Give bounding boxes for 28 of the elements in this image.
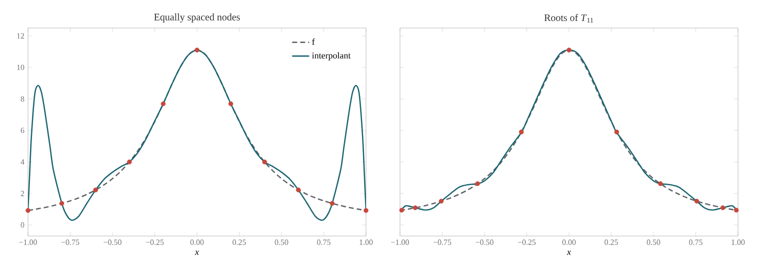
point	[566, 48, 572, 52]
point	[160, 101, 166, 106]
point	[330, 200, 335, 206]
point	[734, 208, 739, 213]
chart-title: Equally spaced nodes	[154, 13, 240, 22]
point	[720, 205, 726, 210]
point	[26, 208, 30, 213]
chart-title: Roots of T$_{11}$	[544, 14, 594, 22]
point	[475, 181, 480, 186]
x-axis-title: x	[194, 250, 199, 255]
point	[614, 130, 620, 134]
point	[127, 160, 132, 164]
point	[694, 198, 700, 204]
point	[518, 130, 524, 134]
legend-label: interpolant	[312, 52, 351, 60]
point	[228, 101, 234, 106]
point	[93, 188, 98, 192]
point	[194, 48, 200, 52]
point	[262, 160, 267, 164]
point	[59, 200, 64, 206]
point	[296, 188, 301, 192]
x-axis-title: x	[566, 250, 571, 255]
point	[412, 205, 418, 210]
point	[658, 181, 663, 186]
point	[438, 198, 444, 204]
point	[364, 208, 368, 213]
legend-label: f	[312, 38, 315, 45]
point	[399, 208, 404, 213]
